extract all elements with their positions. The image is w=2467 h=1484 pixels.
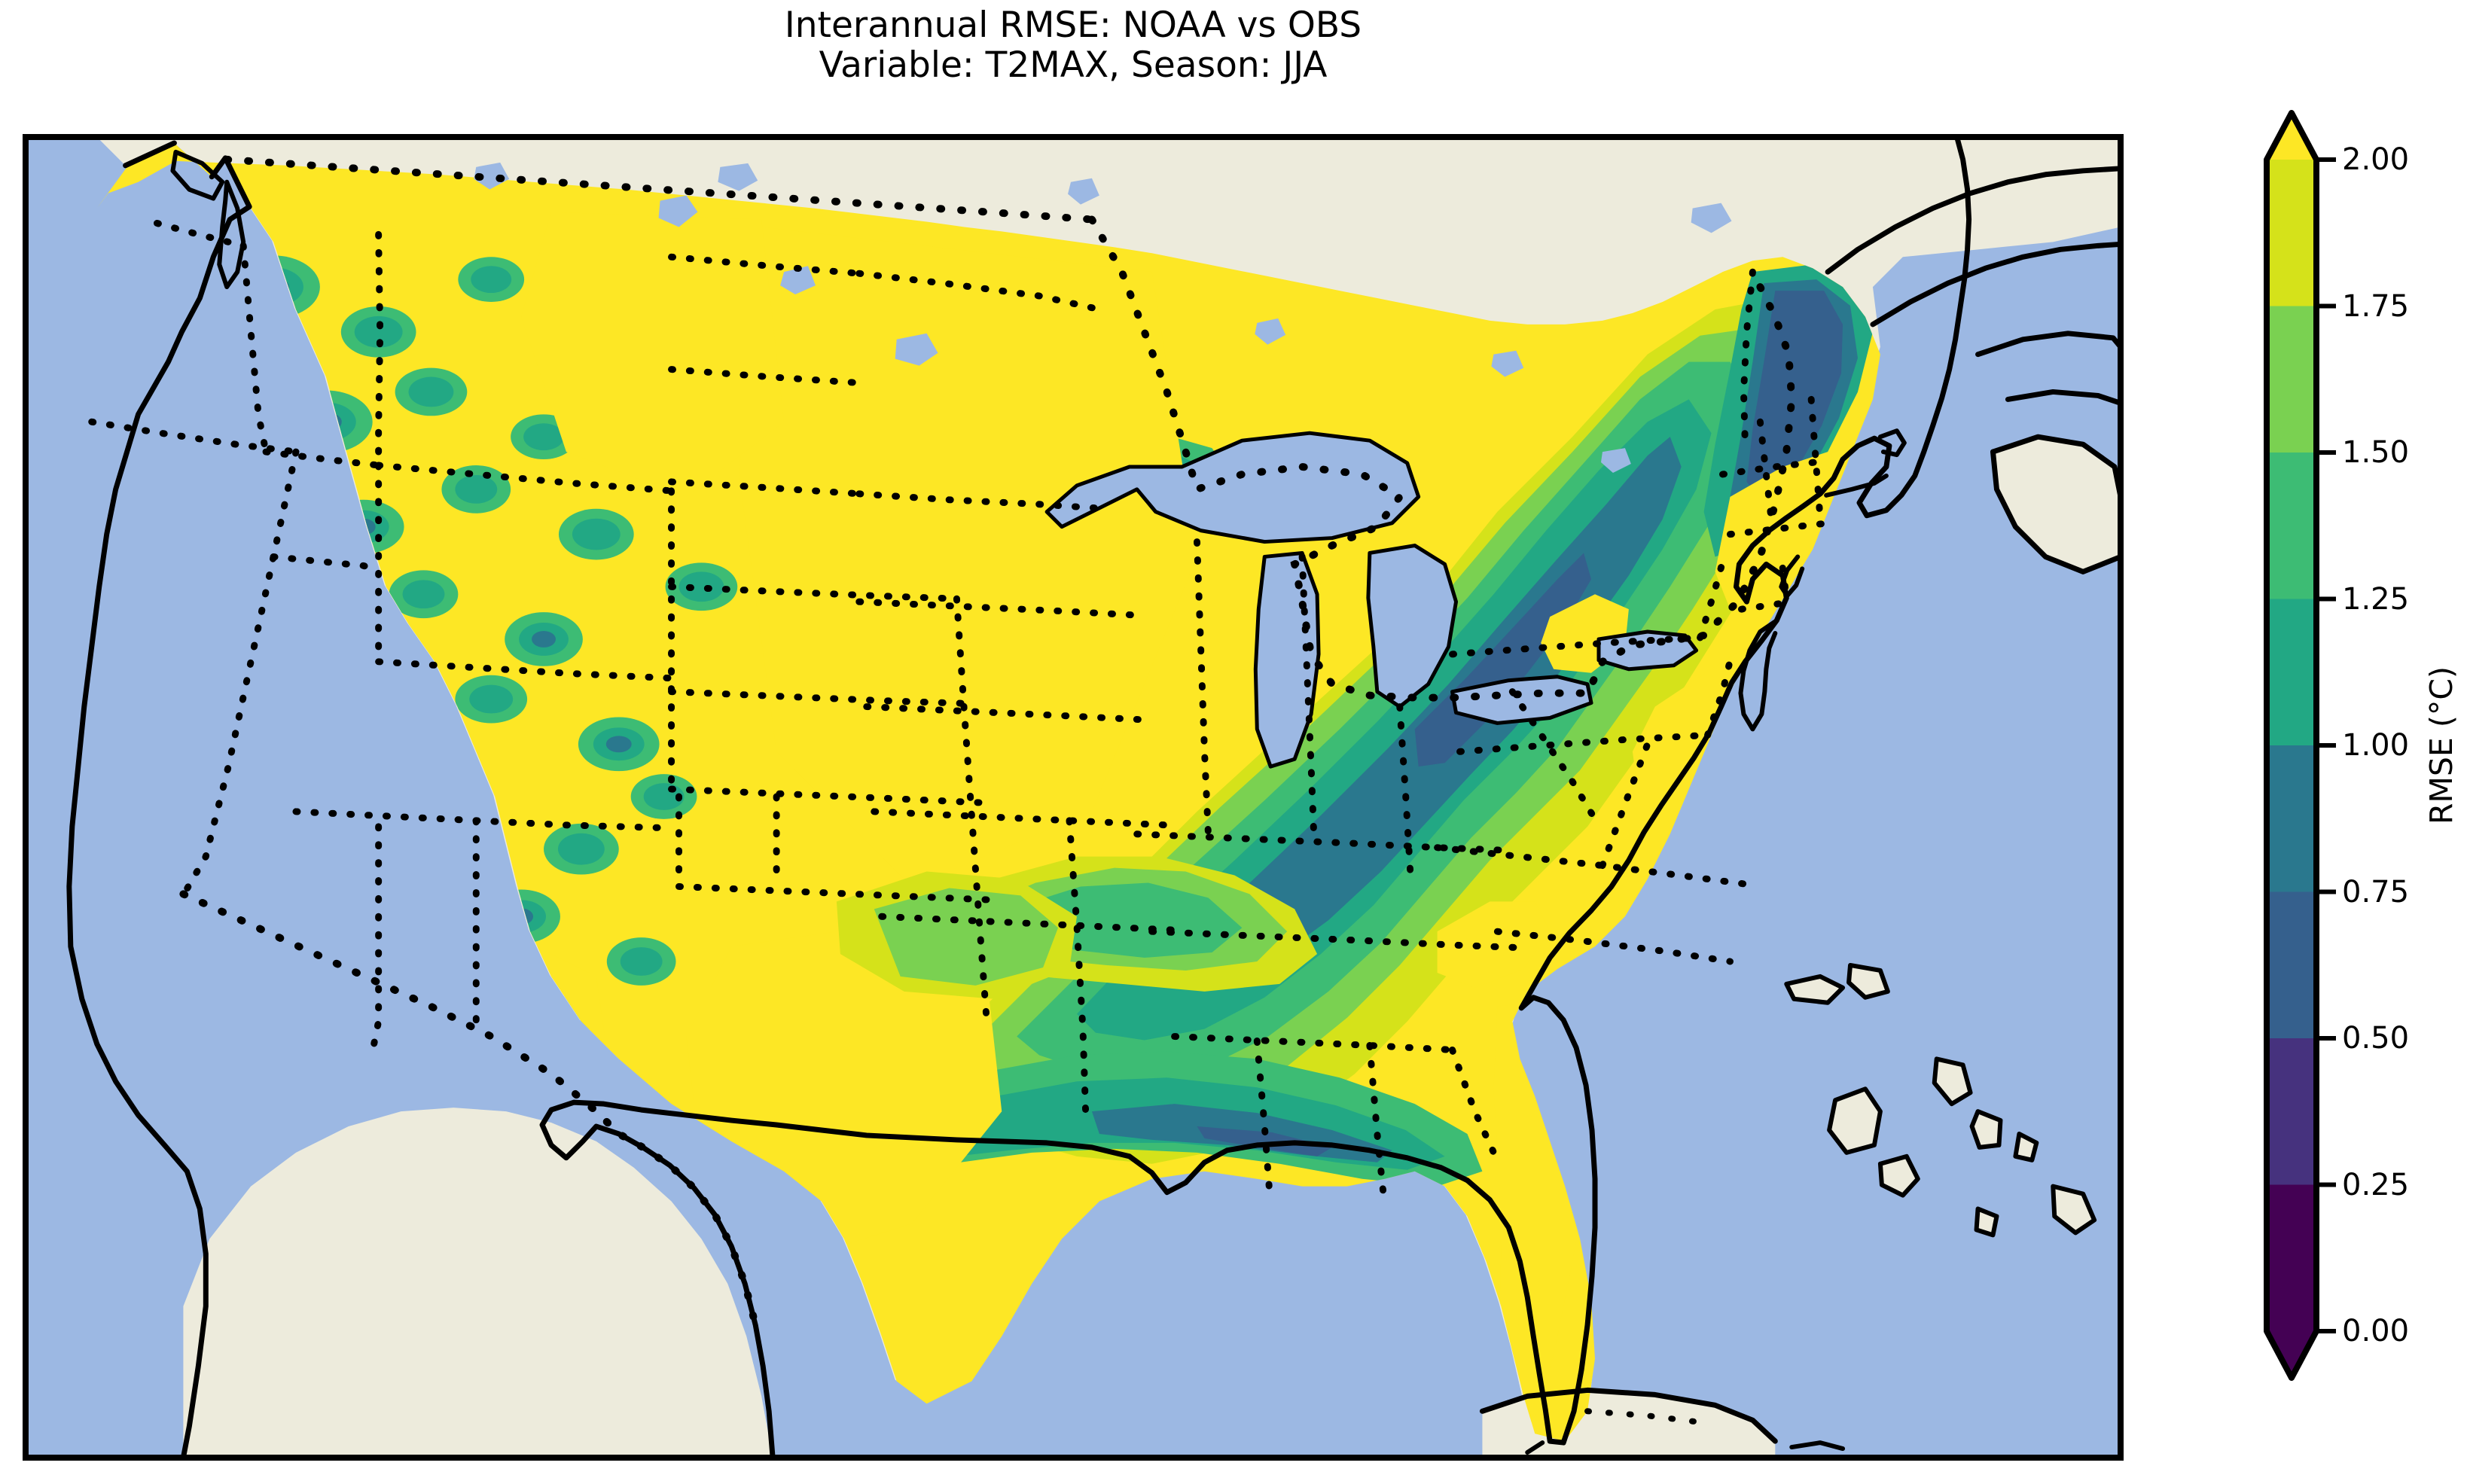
northern-lake-6 [1691,203,1732,233]
northern-lake-2 [718,163,758,191]
contour-greatplains-over2 [739,227,1197,887]
northern-lake-8 [1255,318,1286,345]
colorbar-band-1.25 [2267,453,2316,599]
mexico-land [183,1108,773,1458]
contour-gulf-0.50 [1197,1126,1333,1156]
northern-lake-5 [1600,448,1631,473]
colorbar-tick-label-1.25: 1.25 [2342,581,2410,617]
colorbar-axis-label: RMSE (°C) [2423,666,2459,824]
colorbar-tick-label-0.75: 0.75 [2342,874,2410,910]
lake-of-the-woods [895,333,938,366]
lake-erie [1452,676,1592,724]
contour-northplains-over2 [521,212,785,497]
contour-band-0.75-1.00-east [1166,437,1682,988]
northern-lake-1 [658,195,698,227]
lake-huron [1368,545,1456,707]
great-salt-lake [354,587,382,616]
northern-lake-4 [1491,350,1524,377]
map-axes [23,134,2124,1461]
chart-title: Interannual RMSE: NOAA vs OBS Variable: … [0,0,2146,85]
northern-lake-7 [474,162,510,190]
colorbar-extend-over [2267,113,2316,160]
lake-winnipeg-south [780,266,816,295]
colorbar-tick-label-0.25: 0.25 [2342,1167,2410,1202]
colorbar-tick-label-2.00: 2.00 [2342,142,2410,177]
colorbar-tick-label-1.00: 1.00 [2342,728,2410,763]
nova-scotia-land [1993,437,2121,572]
state-boundaries [88,219,1839,1196]
lake-superior [1047,433,1419,542]
colorbar-tick-label-1.75: 1.75 [2342,288,2410,324]
colorbar-swatches [2264,110,2336,1381]
contour-southplains-1.50 [874,888,1059,986]
colorbar-band-1.00 [2267,599,2316,745]
colorbar-band-0.00 [2267,1184,2316,1331]
colorbar-tick-label-0.00: 0.00 [2342,1314,2410,1348]
colorbar-band-0.50 [2267,891,2316,1038]
title-line-2: Variable: T2MAX, Season: JJA [819,44,1328,86]
colorbar-band-0.25 [2267,1038,2316,1185]
colorbar-extend-under [2267,1331,2316,1378]
map-canvas [26,137,2121,1458]
northern-lake-3 [1068,178,1099,205]
title-line-1: Interannual RMSE: NOAA vs OBS [784,5,1362,46]
bahamas-island-3 [1829,1089,1880,1153]
colorbar-tick-label-0.50: 0.50 [2342,1021,2410,1056]
bahamas-island-6 [1971,1111,2001,1147]
colorbar: 2.00 1.75 1.50 1.25 1.00 0.75 0.50 0.25 0.00 RMS… [2264,105,2459,1385]
bahamas-island-4 [1880,1156,1918,1196]
colorbar-band-1.75 [2267,160,2316,306]
colorbar-band-1.50 [2267,306,2316,453]
colorbar-band-0.75 [2267,745,2316,892]
colorbar-tick-label-1.50: 1.50 [2342,435,2410,470]
contour-maine-0.50 [1746,291,1843,504]
state-and-country-borders [179,155,1796,1427]
